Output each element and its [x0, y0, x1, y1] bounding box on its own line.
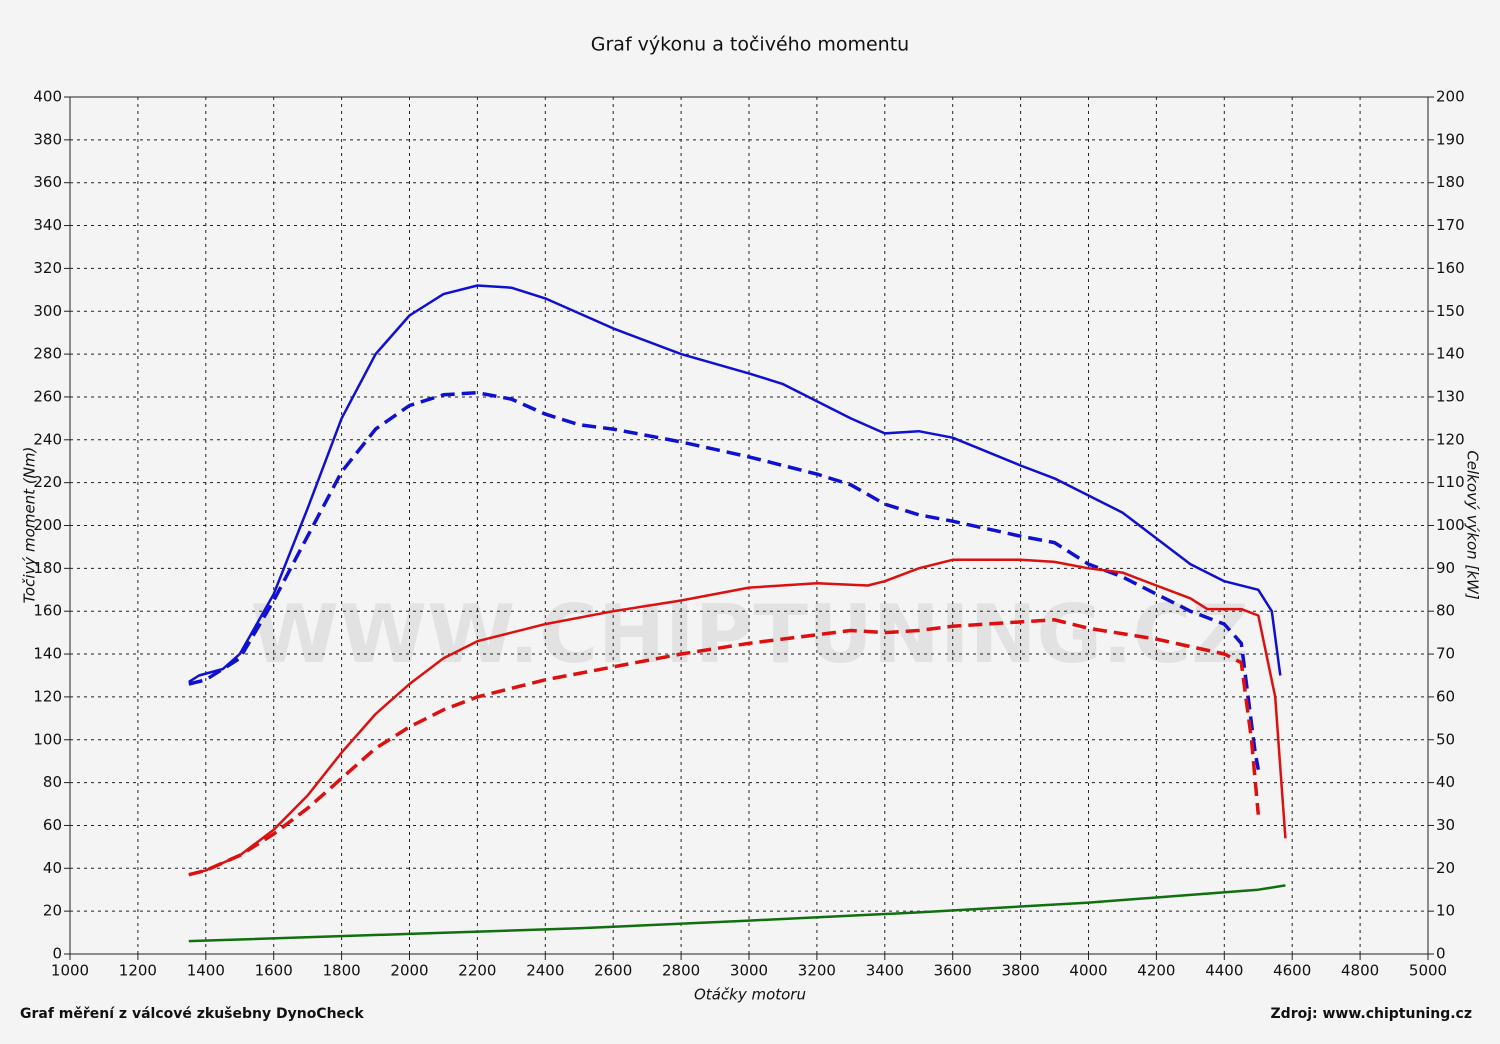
y-tick-label: 200 [33, 516, 62, 534]
x-tick-label: 4200 [1137, 962, 1175, 980]
y-tick-label: 120 [33, 687, 62, 705]
y2-tick-label: 170 [1436, 216, 1465, 234]
y2-tick-label: 160 [1436, 259, 1465, 277]
y-tick-label: 400 [33, 88, 62, 106]
x-tick-label: 1200 [119, 962, 157, 980]
x-tick-label: 1600 [255, 962, 293, 980]
y-tick-label: 80 [43, 773, 62, 791]
y2-tick-label: 10 [1436, 902, 1455, 920]
x-tick-label: 1000 [51, 962, 89, 980]
data-line [188, 618, 1261, 877]
x-tick-label: 4400 [1205, 962, 1243, 980]
y-tick-label: 240 [33, 430, 62, 448]
y-tick-label: 260 [33, 387, 62, 405]
y-tick-label: 0 [52, 945, 62, 963]
y2-tick-label: 130 [1436, 387, 1465, 405]
x-tick-label: 3200 [798, 962, 836, 980]
y2-tick-label: 60 [1436, 687, 1455, 705]
x-tick-label: 3600 [934, 962, 972, 980]
y-tick-label: 380 [33, 130, 62, 148]
y-tick-label: 360 [33, 173, 62, 191]
x-tick-label: 3000 [730, 962, 768, 980]
y2-tick-label: 90 [1436, 559, 1455, 577]
y2-axis-label: Celkový výkon [kW] [1464, 450, 1482, 600]
x-tick-label: 4000 [1069, 962, 1107, 980]
y2-tick-label: 70 [1436, 645, 1455, 663]
data-line [188, 284, 1282, 683]
y2-tick-label: 140 [1436, 345, 1465, 363]
y-tick-label: 140 [33, 645, 62, 663]
x-tick-label: 2800 [662, 962, 700, 980]
x-tick-label: 1400 [187, 962, 225, 980]
x-tick-label: 2000 [390, 962, 428, 980]
y2-tick-label: 190 [1436, 130, 1465, 148]
y-tick-label: 40 [43, 859, 62, 877]
x-tick-label: 2200 [458, 962, 496, 980]
y2-tick-label: 40 [1436, 773, 1455, 791]
y2-tick-label: 180 [1436, 173, 1465, 191]
x-tick-label: 2600 [594, 962, 632, 980]
y2-tick-label: 30 [1436, 816, 1455, 834]
y-tick-label: 320 [33, 259, 62, 277]
footer-right: Zdroj: www.chiptuning.cz [1271, 1006, 1472, 1022]
y-tick-label: 300 [33, 302, 62, 320]
y2-tick-label: 200 [1436, 88, 1465, 106]
y2-tick-label: 120 [1436, 430, 1465, 448]
y-tick-label: 340 [33, 216, 62, 234]
y2-tick-label: 20 [1436, 859, 1455, 877]
x-tick-label: 3400 [866, 962, 904, 980]
y-tick-label: 160 [33, 602, 62, 620]
y-tick-label: 220 [33, 473, 62, 491]
y-tick-label: 100 [33, 730, 62, 748]
y-tick-label: 280 [33, 345, 62, 363]
x-tick-label: 4600 [1273, 962, 1311, 980]
y-tick-label: 60 [43, 816, 62, 834]
x-tick-label: 1800 [323, 962, 361, 980]
x-tick-label: 5000 [1409, 962, 1447, 980]
data-line [188, 390, 1261, 771]
x-tick-label: 2400 [526, 962, 564, 980]
y2-tick-label: 110 [1436, 473, 1465, 491]
y2-tick-label: 0 [1436, 945, 1446, 963]
watermark: WWW.CHIPTUNING.CZ [251, 588, 1250, 681]
y-axis-label: Točivý moment (Nm) [21, 447, 39, 604]
footer-left: Graf měření z válcové zkušebny DynoCheck [20, 1006, 364, 1022]
chart-title: Graf výkonu a točivého momentu [591, 34, 909, 56]
x-axis-label: Otáčky motoru [694, 986, 806, 1004]
y2-tick-label: 80 [1436, 602, 1455, 620]
x-tick-label: 3800 [1002, 962, 1040, 980]
x-tick-label: 4800 [1341, 962, 1379, 980]
y2-tick-label: 100 [1436, 516, 1465, 534]
y2-tick-label: 50 [1436, 730, 1455, 748]
data-line [188, 884, 1286, 943]
y-tick-label: 20 [43, 902, 62, 920]
data-line [188, 558, 1287, 876]
y-tick-label: 180 [33, 559, 62, 577]
y2-tick-label: 150 [1436, 302, 1465, 320]
